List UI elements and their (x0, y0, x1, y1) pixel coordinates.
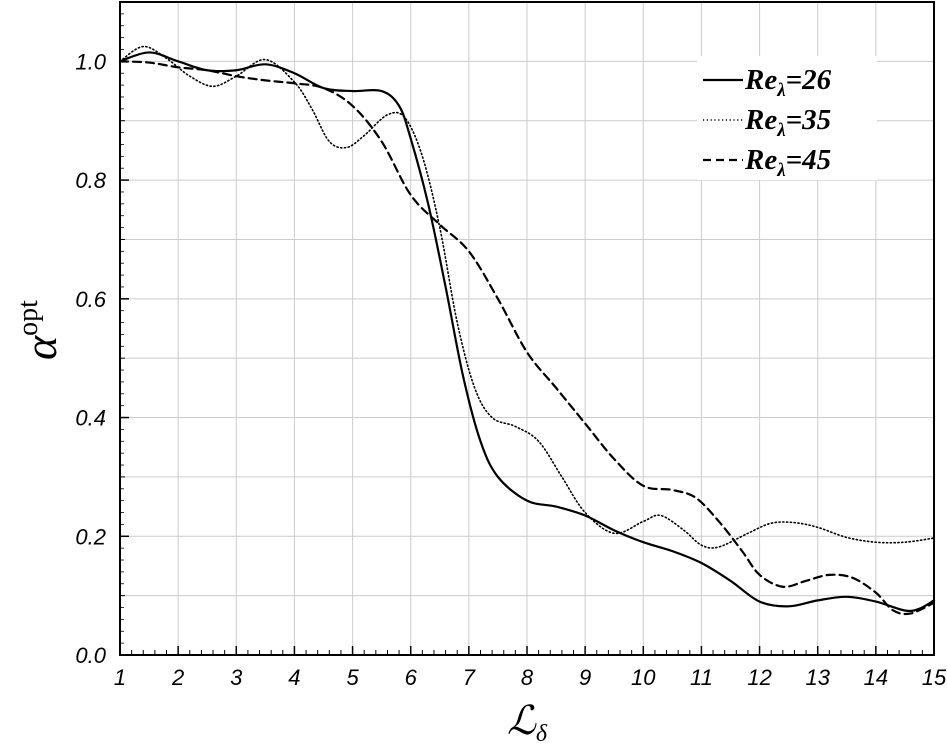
x-tick-label: 6 (405, 665, 418, 690)
series-line-dotted (119, 45, 935, 549)
x-tick-label: 4 (288, 665, 300, 690)
x-tick-label: 3 (230, 665, 243, 690)
y-axis-label: αopt (13, 300, 66, 360)
series-line-dashed (118, 60, 936, 616)
x-axis-label: ℒδ (507, 698, 548, 747)
x-tick-label: 10 (631, 665, 656, 690)
x-axis-label-subscript: δ (536, 721, 548, 747)
legend-label: Reλ=45 (744, 144, 831, 181)
x-tick-label: 8 (521, 665, 534, 690)
x-tick-label: 1 (114, 665, 126, 690)
x-tick-label: 11 (690, 665, 713, 690)
axis-ticks: 1 2 3 4 5 6 7 8 9 10 11 12 13 14 150.00.20.40.60.81.0 (75, 13, 947, 690)
y-tick-label: 1.0 (75, 49, 106, 74)
y-axis-label-superscript: opt (13, 300, 44, 336)
x-tick-label: 14 (864, 665, 888, 690)
y-axis-label-symbol: α (15, 335, 66, 360)
series-line-solid (118, 51, 936, 613)
y-tick-label: 0.0 (75, 643, 106, 668)
x-tick-label: 12 (747, 665, 771, 690)
x-tick-label: 5 (346, 665, 359, 690)
x-tick-label: 15 (922, 665, 947, 690)
y-tick-label: 0.8 (75, 168, 106, 193)
y-tick-label: 0.2 (75, 524, 106, 549)
x-tick-label: 13 (805, 665, 830, 690)
y-tick-label: 0.4 (75, 406, 106, 431)
x-tick-label: 9 (579, 665, 591, 690)
x-tick-label: 7 (463, 665, 476, 690)
legend-label: Reλ=35 (744, 104, 831, 141)
legend-label: Reλ=26 (744, 64, 832, 101)
x-tick-label: 2 (171, 665, 184, 690)
x-axis-label-symbol: ℒ (507, 698, 537, 743)
legend-background (697, 56, 877, 180)
series-lines (118, 45, 936, 616)
y-tick-label: 0.6 (75, 287, 106, 312)
